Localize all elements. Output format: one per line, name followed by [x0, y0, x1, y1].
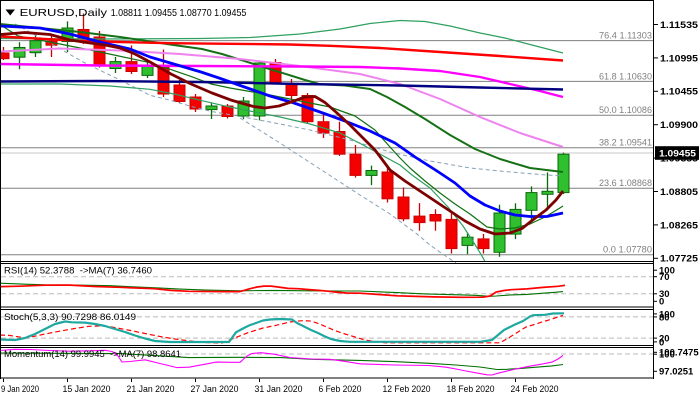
svg-text:23.6 1.08868: 23.6 1.08868: [599, 178, 652, 189]
svg-text:70: 70: [659, 272, 670, 283]
svg-text:76.4 1.11303: 76.4 1.11303: [599, 31, 652, 42]
svg-text:EURUSD,Daily: EURUSD,Daily: [20, 7, 108, 19]
svg-text:38.2 1.09541: 38.2 1.09541: [599, 138, 652, 149]
svg-text:61.8 1.10630: 61.8 1.10630: [599, 71, 652, 82]
svg-text:100: 100: [659, 266, 675, 277]
svg-text:21 Jan 2020: 21 Jan 2020: [127, 384, 175, 395]
svg-text:RSI(14) 52.3788 ->MA(7) 36.74: RSI(14) 52.3788 ->MA(7) 36.7460: [4, 266, 152, 277]
svg-text:100: 100: [659, 309, 675, 320]
svg-text:50.0 1.10086: 50.0 1.10086: [599, 105, 652, 116]
svg-text:6 Feb 2020: 6 Feb 2020: [319, 384, 362, 395]
svg-text:0: 0: [659, 297, 664, 308]
svg-text:80: 80: [659, 312, 670, 323]
svg-text:15 Jan 2020: 15 Jan 2020: [63, 384, 111, 395]
svg-text:9 Jan 2020: 9 Jan 2020: [1, 384, 39, 395]
svg-text:31 Jan 2020: 31 Jan 2020: [255, 384, 303, 395]
svg-text:24 Feb 2020: 24 Feb 2020: [511, 384, 559, 395]
svg-text:1.11535: 1.11535: [660, 20, 699, 31]
svg-text:100: 100: [659, 350, 675, 361]
svg-text:0.0 1.07780: 0.0 1.07780: [603, 245, 652, 256]
svg-text:27 Jan 2020: 27 Jan 2020: [191, 384, 239, 395]
svg-text:18 Feb 2020: 18 Feb 2020: [447, 384, 495, 395]
svg-text:1.08265: 1.08265: [660, 220, 699, 231]
svg-text:1.08811 1.09455 1.08770 1.0945: 1.08811 1.09455 1.08770 1.09455: [111, 7, 247, 19]
svg-text:1.10995: 1.10995: [660, 53, 699, 64]
svg-text:97.0251: 97.0251: [659, 367, 694, 378]
svg-text:1.07725: 1.07725: [660, 254, 699, 265]
svg-text:1.10455: 1.10455: [660, 87, 699, 98]
svg-text:1.09455: 1.09455: [659, 149, 697, 160]
svg-text:100.7475: 100.7475: [659, 348, 699, 359]
svg-text:1.09900: 1.09900: [660, 120, 698, 131]
svg-text:12 Feb 2020: 12 Feb 2020: [383, 384, 431, 395]
svg-text:20: 20: [659, 334, 670, 345]
svg-text:Stoch(5,3,3) 90.7298 86.0149: Stoch(5,3,3) 90.7298 86.0149: [4, 312, 136, 323]
svg-text:Momentum(14) 99.9945 ->MA(7): Momentum(14) 99.9945 ->MA(7) 98.8641: [4, 349, 181, 360]
svg-text:0: 0: [659, 337, 664, 348]
svg-text:30: 30: [659, 289, 670, 300]
svg-text:1.08805: 1.08805: [660, 187, 699, 198]
